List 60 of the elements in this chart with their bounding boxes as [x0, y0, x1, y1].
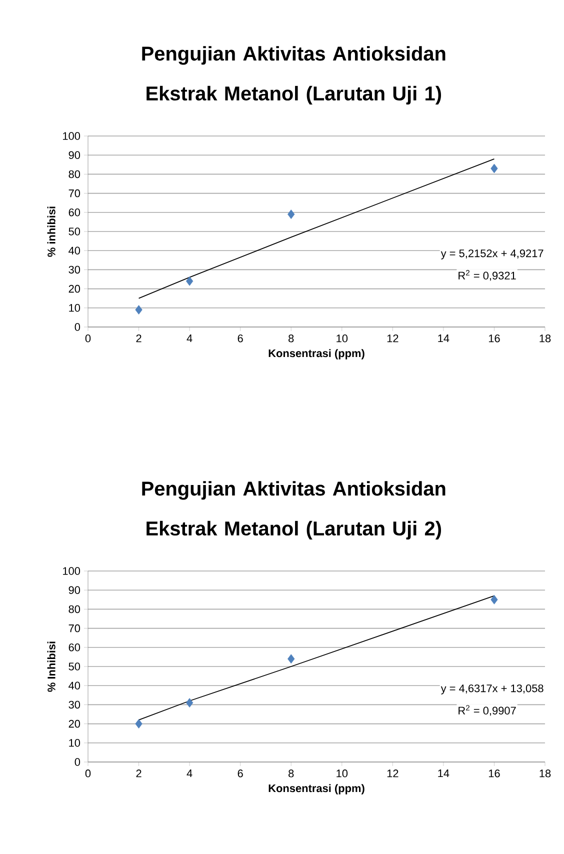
point — [288, 210, 295, 219]
y-tick-label: 40 — [68, 246, 80, 254]
y-tick-label: 20 — [68, 720, 80, 728]
x-tick-label: 10 — [336, 334, 348, 342]
y-tick-label: 40 — [68, 682, 80, 690]
x-tick-label: 14 — [438, 334, 450, 342]
y-axis-title: % inhibisi — [47, 206, 56, 257]
y-tick-label: 50 — [68, 228, 80, 236]
y-tick-label: 70 — [68, 624, 80, 632]
x-axis-title: Konsentrasi (ppm) — [268, 349, 364, 360]
y-tick-label: 70 — [68, 189, 80, 198]
point — [490, 594, 498, 604]
x-tick-label: 14 — [438, 770, 450, 778]
y-tick-label: 30 — [68, 266, 80, 274]
y-tick-label: 90 — [68, 151, 80, 159]
y-tick-label: 60 — [68, 644, 80, 652]
y-tick-label: 100 — [63, 567, 80, 575]
chart-title: Pengujian Aktivitas Antioksidan Ekstrak Metanol (Larutan Uji 2) — [142, 481, 446, 540]
y-tick-label: 50 — [68, 662, 80, 670]
y-tick-label: 100 — [63, 132, 80, 140]
x-tick-label: 18 — [540, 334, 551, 342]
point — [186, 276, 194, 286]
y-tick-label: 10 — [69, 739, 80, 747]
y-tick-label: 0 — [74, 758, 80, 766]
x-tick-label: 12 — [387, 334, 398, 342]
y-tick-label: 30 — [68, 700, 80, 709]
y-tick-label: 0 — [74, 323, 80, 331]
x-tick-label: 10 — [336, 770, 348, 778]
annotation: y = 4,6317x + 13,058 — [440, 684, 544, 694]
x-tick-label: 16 — [488, 334, 500, 342]
y-tick-label: 80 — [68, 170, 80, 178]
x-tick-label: 0 — [85, 770, 91, 778]
y-axis-title: % Inhibisi — [47, 642, 56, 692]
x-axis-title: Konsentrasi (ppm) — [268, 784, 364, 794]
point — [288, 654, 295, 664]
y-tick-label: 60 — [68, 208, 80, 216]
x-tick-label: 8 — [288, 770, 294, 778]
x-tick-label: 4 — [186, 770, 192, 778]
annotation: R$^{2}$ = 0,9907 — [458, 705, 516, 716]
x-tick-label: 4 — [186, 334, 192, 342]
point — [490, 164, 498, 174]
y-tick-label: 20 — [68, 284, 80, 293]
point — [186, 698, 194, 708]
x-tick-label: 2 — [136, 770, 142, 778]
y-tick-label: 10 — [69, 304, 80, 312]
x-tick-label: 8 — [288, 334, 294, 342]
y-tick-label: 80 — [68, 605, 80, 614]
x-tick-label: 6 — [238, 334, 243, 342]
x-tick-label: 2 — [136, 334, 142, 342]
annotation: R$^{2}$ = 0,9321 — [458, 270, 516, 281]
annotation: y = 5,2152x + 4,9217 — [440, 249, 544, 260]
x-tick-label: 16 — [488, 770, 500, 778]
point — [135, 305, 142, 315]
chart-title: Pengujian Aktivitas Antioksidan Ekstrak Metanol (Larutan Uji 1) — [142, 46, 446, 104]
x-tick-label: 0 — [85, 334, 91, 342]
point — [135, 719, 142, 728]
y-tick-label: 90 — [68, 586, 80, 594]
x-tick-label: 12 — [387, 770, 398, 778]
x-tick-label: 6 — [238, 770, 243, 778]
x-tick-label: 18 — [540, 770, 551, 778]
